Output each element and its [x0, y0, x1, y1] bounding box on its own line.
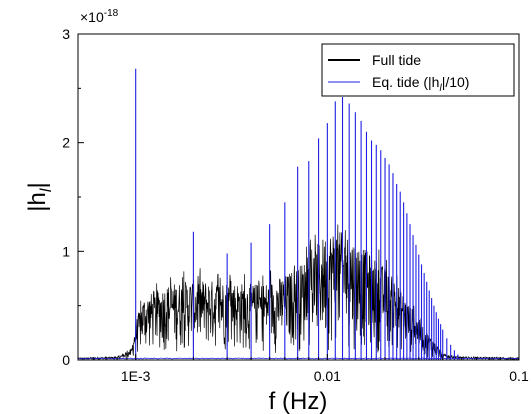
- y-axis-title: |hl|: [24, 182, 55, 211]
- x-axis: 1E-3 0.01 0.1: [92, 354, 529, 384]
- x-tick-label: 1E-3: [121, 368, 151, 384]
- y-axis-title-end: |: [24, 182, 51, 188]
- y-axis: 0 1 2 3: [62, 26, 84, 368]
- legend-box: [321, 43, 515, 97]
- y-multiplier-exponent: -18: [104, 8, 119, 19]
- legend-label-eq-main: Eq. tide (|h: [372, 74, 439, 90]
- x-axis-title: f (Hz): [269, 388, 328, 414]
- y-multiplier-base: ×10: [80, 9, 104, 25]
- x-tick-label: 0.01: [314, 368, 341, 384]
- legend: Full tide Eq. tide (|hl|/10): [321, 43, 515, 97]
- series-full-tide-line: [78, 224, 519, 360]
- y-multiplier: ×10-18: [80, 8, 119, 25]
- legend-label-full-tide: Full tide: [372, 52, 421, 68]
- series-eq-tide-baseline: [78, 357, 519, 360]
- y-tick-label: 3: [62, 26, 70, 42]
- x-tick-label: 0.1: [509, 368, 529, 384]
- y-axis-title-sub: l: [38, 188, 55, 192]
- y-axis-title-main: |h: [24, 192, 51, 212]
- legend-label-eq-end: |/10): [442, 74, 470, 90]
- legend-label-eq-tide: Eq. tide (|hl|/10): [372, 74, 469, 94]
- y-tick-label: 2: [62, 135, 70, 151]
- series-layer: [78, 68, 519, 360]
- legend-label-eq-sub: l: [439, 83, 442, 94]
- y-tick-label: 0: [62, 352, 70, 368]
- y-tick-label: 1: [62, 243, 70, 259]
